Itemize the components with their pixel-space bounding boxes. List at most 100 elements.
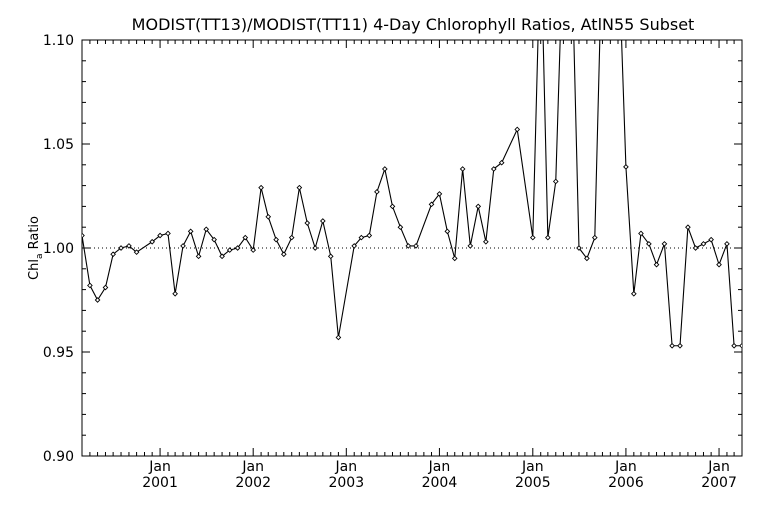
data-point-marker [692,245,699,251]
data-point-marker [413,243,419,249]
x-tick-label-year: 2005 [515,475,551,491]
data-point-marker [677,342,683,349]
x-tick-label-year: 2004 [422,475,458,491]
x-tick-label-month: Jan [148,459,171,475]
data-point-marker [94,297,101,303]
data-point-marker [133,249,140,255]
data-point-marker [335,334,342,341]
data-point-marker [110,251,116,258]
y-tick-label: 1.05 [43,137,74,153]
chart-title: MODIST(TT13)/MODIST(TT11) 4-Day Chloroph… [132,15,695,34]
data-point-marker [366,232,373,239]
data-point-marker [700,241,707,247]
data-point-marker [428,201,435,208]
data-point-marker [327,253,334,260]
data-point-marker [195,253,202,260]
data-point-marker [646,241,652,247]
data-point-marker [258,184,264,191]
data-point-marker [708,236,714,243]
data-point-marker [273,236,279,243]
data-point-marker [87,282,93,289]
data-point-marker [126,243,132,249]
data-point-marker [358,234,365,241]
data-point-marker [203,226,210,233]
x-tick-label-month: Jan [521,459,544,475]
plot-frame [81,39,743,457]
x-tick-label-month: Jan [614,459,637,475]
y-tick-label: 0.90 [43,449,74,465]
x-tick-label-month: Jan [241,459,264,475]
data-point-marker [591,234,598,241]
data-point-marker [685,224,691,231]
data-point-marker [716,261,722,268]
data-point-marker [724,241,730,247]
x-tick-label-year: 2007 [701,475,737,491]
data-point-marker [319,218,326,224]
data-point-marker [405,243,412,249]
data-point-marker [397,224,404,231]
x-axis: Jan2001Jan2002Jan2003Jan2004Jan2005Jan20… [81,40,743,491]
data-point-marker [389,203,396,210]
data-point-marker [296,184,303,191]
y-tick-label: 1.00 [43,241,74,257]
x-tick-label-month: Jan [428,459,451,475]
data-point-marker [475,203,482,210]
x-tick-label-year: 2001 [142,475,178,491]
data-point-marker [498,159,505,166]
data-point-marker [312,245,319,251]
data-point-marker [739,342,742,349]
data-point-marker [242,234,249,241]
data-point-marker [280,251,287,258]
x-tick-label-month: Jan [335,459,358,475]
data-point-marker [451,255,458,262]
data-point-marker [576,245,582,251]
data-point-marker [545,234,551,241]
series-line [82,40,742,347]
plot-border [81,39,743,457]
x-tick-label-year: 2002 [235,475,271,491]
data-point-marker [288,234,295,241]
y-axis-label-tail: Ratio [27,216,42,254]
data-point-marker [102,284,109,291]
data-point-marker [211,236,217,243]
y-tick-label: 1.10 [43,33,74,49]
data-point-marker [250,247,257,253]
data-series [82,40,742,349]
data-point-marker [82,232,85,239]
data-point-marker [226,247,233,253]
data-point-marker [381,166,388,172]
data-point-marker [552,178,559,185]
y-axis-label-subscript: a [35,254,45,260]
data-point-marker [187,228,194,235]
data-point-marker [444,228,451,235]
data-point-marker [514,126,521,133]
x-tick-label-year: 2006 [608,475,644,491]
data-point-marker [623,164,629,170]
data-point-marker [165,230,171,237]
data-point-marker [118,245,124,251]
data-point-marker [638,230,644,237]
y-axis-label-main: Chl [27,259,42,280]
data-point-marker [180,243,186,249]
data-point-marker [584,255,590,262]
data-point-marker [265,213,272,220]
data-point-marker [731,342,737,349]
data-point-marker [661,241,668,247]
x-tick-label-month: Jan [707,459,730,475]
data-point-marker [172,290,178,297]
data-point-marker [459,166,466,172]
data-point-marker [157,232,163,239]
data-point-marker [669,342,675,349]
data-point-marker [467,243,474,249]
data-point-marker [483,238,489,245]
data-point-marker [351,243,358,249]
data-point-marker [630,290,637,297]
data-point-marker [304,220,311,226]
data-point-marker [149,238,155,245]
data-point-marker [234,245,241,251]
data-point-marker [490,166,497,172]
y-tick-label: 0.95 [43,345,74,361]
data-point-marker [374,189,380,195]
